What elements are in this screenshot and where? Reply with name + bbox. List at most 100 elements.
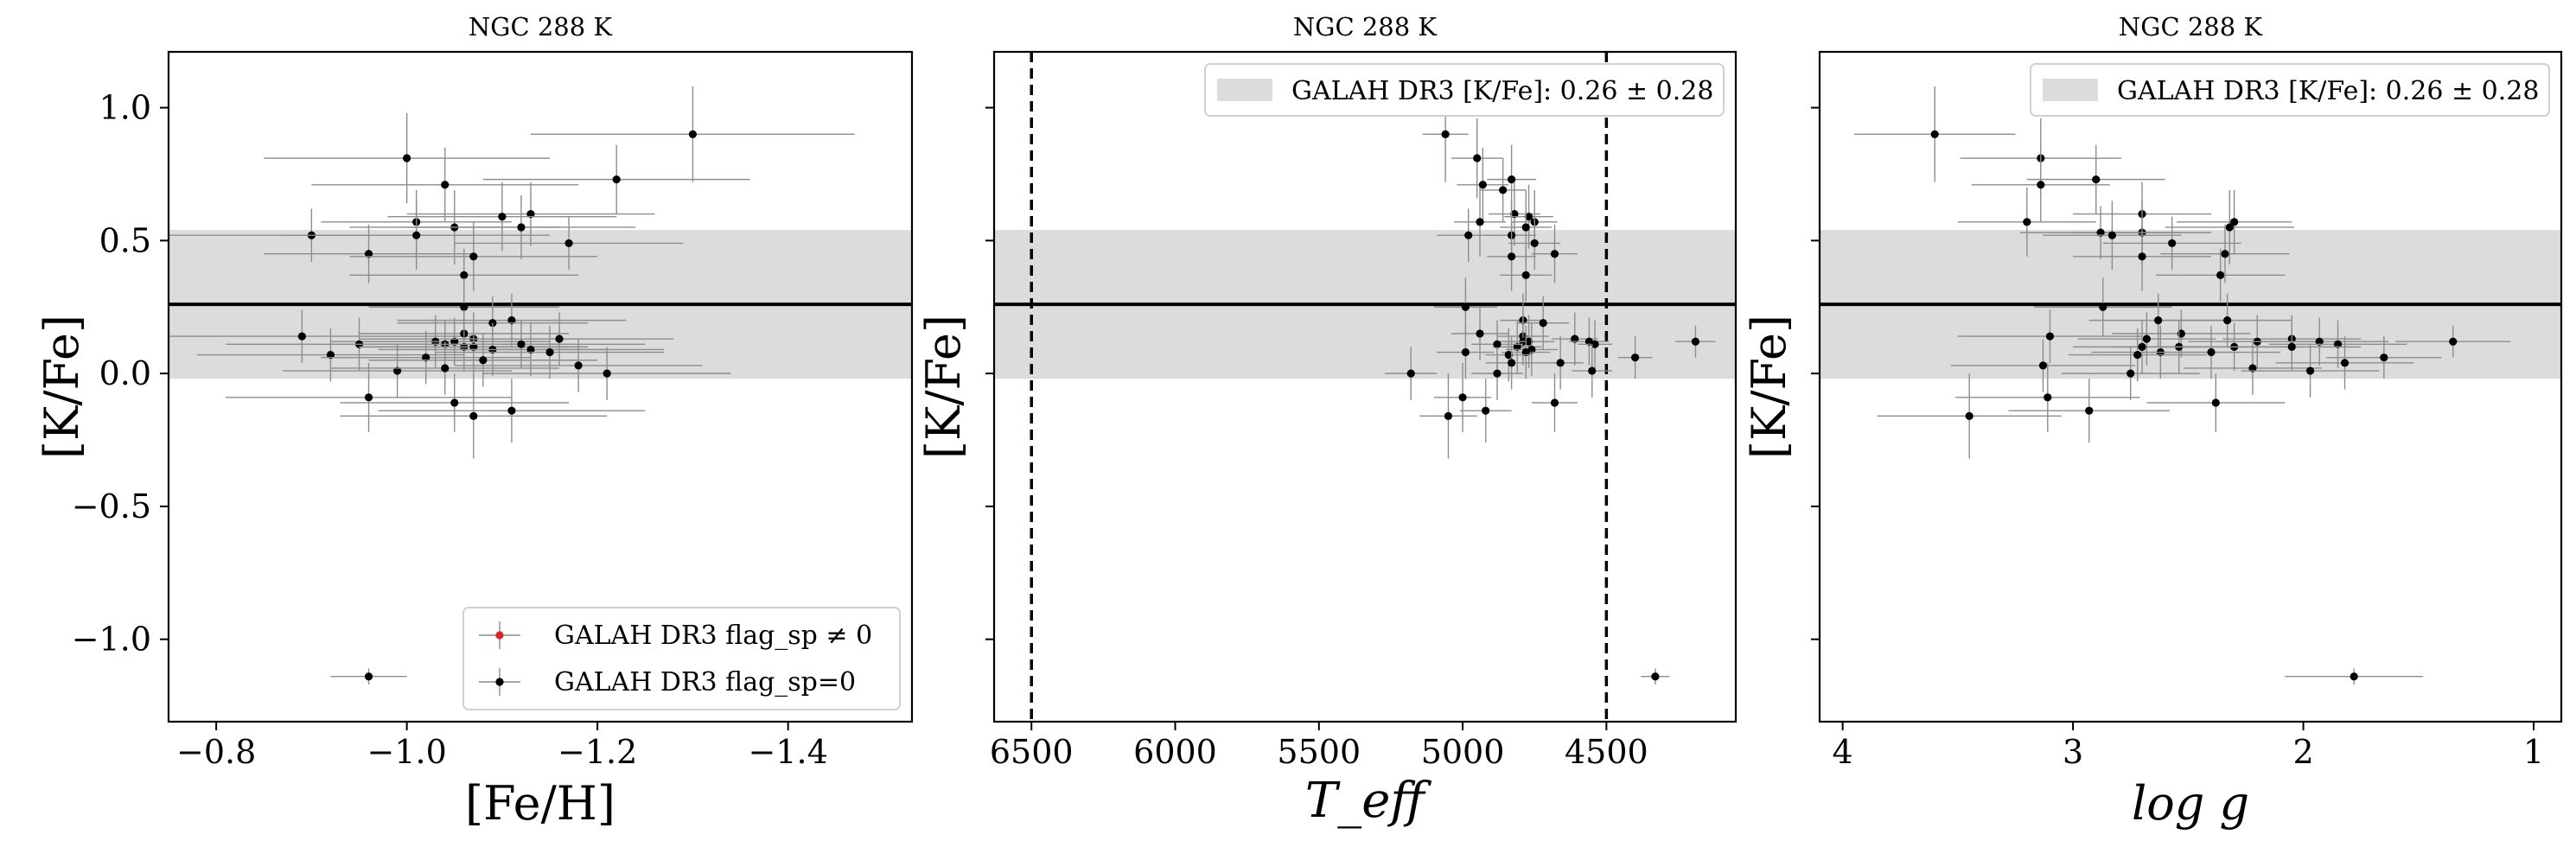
data-point xyxy=(1957,187,2096,257)
point-marker xyxy=(460,302,469,311)
xlabel-logg: log g xyxy=(2132,776,2249,831)
point-marker xyxy=(2287,342,2296,351)
data-point xyxy=(482,144,750,214)
point-marker xyxy=(393,366,402,375)
x-tick-label: 6500 xyxy=(990,733,1074,771)
point-marker xyxy=(507,316,516,325)
point-marker xyxy=(1478,181,1487,189)
data-point xyxy=(454,339,703,392)
point-marker xyxy=(1524,337,1533,346)
point-marker xyxy=(2092,175,2101,184)
point-marker xyxy=(450,337,459,346)
data-point xyxy=(2160,224,2290,283)
point-marker xyxy=(1482,406,1490,415)
point-marker xyxy=(2221,250,2229,258)
data-point xyxy=(1537,336,1584,390)
point-marker xyxy=(2333,340,2343,348)
point-marker xyxy=(469,252,478,261)
legend-band-swatch xyxy=(1217,79,1272,101)
point-marker xyxy=(2168,239,2177,248)
panel-title: NGC 288 K xyxy=(1293,12,1438,41)
data-point xyxy=(406,195,636,259)
data-point xyxy=(1419,373,1477,459)
legend-box: GALAH DR3 [K/Fe]: 0.26 ± 0.28 xyxy=(1204,63,1725,117)
point-marker xyxy=(2085,406,2094,415)
x-tick-label: −0.8 xyxy=(176,733,256,771)
x-tick-label: −1.0 xyxy=(367,733,447,771)
data-point xyxy=(2142,325,2280,379)
data-point xyxy=(321,330,531,385)
data-point xyxy=(1531,373,1578,432)
point-marker xyxy=(1521,347,1530,357)
point-marker xyxy=(1521,223,1530,232)
data-point xyxy=(2163,293,2292,347)
data-point xyxy=(2326,336,2442,379)
point-marker xyxy=(603,369,611,378)
legend-box: GALAH DR3 flag_sp ≠ 0 GALAH DR3 flag_sp=0 xyxy=(462,607,901,710)
point-marker xyxy=(2248,364,2257,373)
legend-galah-band: GALAH DR3 [K/Fe]: 0.26 ± 0.28 xyxy=(2117,76,2539,106)
axes-frame xyxy=(992,50,1738,723)
point-marker xyxy=(2380,353,2388,362)
data-point xyxy=(1853,86,2016,182)
point-marker xyxy=(2023,218,2031,226)
data-point xyxy=(2241,344,2380,398)
point-marker xyxy=(422,353,430,362)
data-point xyxy=(2077,312,2216,366)
data-point xyxy=(1451,118,1503,199)
point-marker xyxy=(1406,369,1415,378)
x-tick-label: 3 xyxy=(2063,733,2083,771)
data-point xyxy=(2026,144,2165,214)
data-point xyxy=(2073,221,2211,291)
data-point xyxy=(226,362,512,432)
point-marker xyxy=(1444,411,1453,420)
legend-marker xyxy=(495,631,504,640)
point-marker xyxy=(364,250,373,258)
point-marker xyxy=(2126,369,2135,378)
data-point xyxy=(2008,379,2171,443)
point-marker xyxy=(2099,302,2107,311)
data-point xyxy=(2177,189,2292,254)
point-marker xyxy=(297,332,306,341)
point-marker xyxy=(498,213,507,221)
point-marker xyxy=(469,342,478,351)
point-marker xyxy=(1461,347,1470,357)
point-marker xyxy=(2154,316,2163,325)
legend-marker xyxy=(495,678,504,686)
point-marker xyxy=(2315,337,2324,346)
point-marker xyxy=(688,130,698,138)
data-point xyxy=(2102,216,2241,271)
data-point xyxy=(1480,158,1527,222)
point-marker xyxy=(1691,337,1700,346)
point-marker xyxy=(2207,347,2216,357)
point-marker xyxy=(2096,228,2105,237)
point-marker xyxy=(1556,359,1565,367)
data-point xyxy=(387,182,617,252)
data-point xyxy=(2165,189,2294,265)
data-point xyxy=(1950,339,2136,392)
x-tick-label: 5500 xyxy=(1277,733,1361,771)
point-marker xyxy=(2045,332,2055,341)
data-point xyxy=(1617,336,1653,379)
data-point xyxy=(1485,336,1538,390)
plot-area xyxy=(169,86,912,685)
data-point xyxy=(2275,336,2414,390)
data-point xyxy=(397,322,665,377)
data-point xyxy=(1508,216,1561,271)
point-marker xyxy=(1550,250,1559,258)
y-axis-label: [K/Fe] xyxy=(1742,315,1796,459)
data-point xyxy=(2184,341,2322,395)
point-marker xyxy=(1473,154,1482,162)
data-point xyxy=(1572,344,1612,398)
data-point xyxy=(311,147,579,222)
point-marker xyxy=(2044,393,2052,402)
point-marker xyxy=(1508,175,1516,184)
x-tick-label: 6000 xyxy=(1133,733,1217,771)
data-point xyxy=(349,221,598,291)
legend-box: GALAH DR3 [K/Fe]: 0.26 ± 0.28 xyxy=(2030,63,2550,117)
point-marker xyxy=(507,406,516,415)
data-point xyxy=(1433,362,1492,432)
point-marker xyxy=(1631,353,1640,362)
point-marker xyxy=(479,356,488,365)
point-marker xyxy=(1521,271,1530,279)
